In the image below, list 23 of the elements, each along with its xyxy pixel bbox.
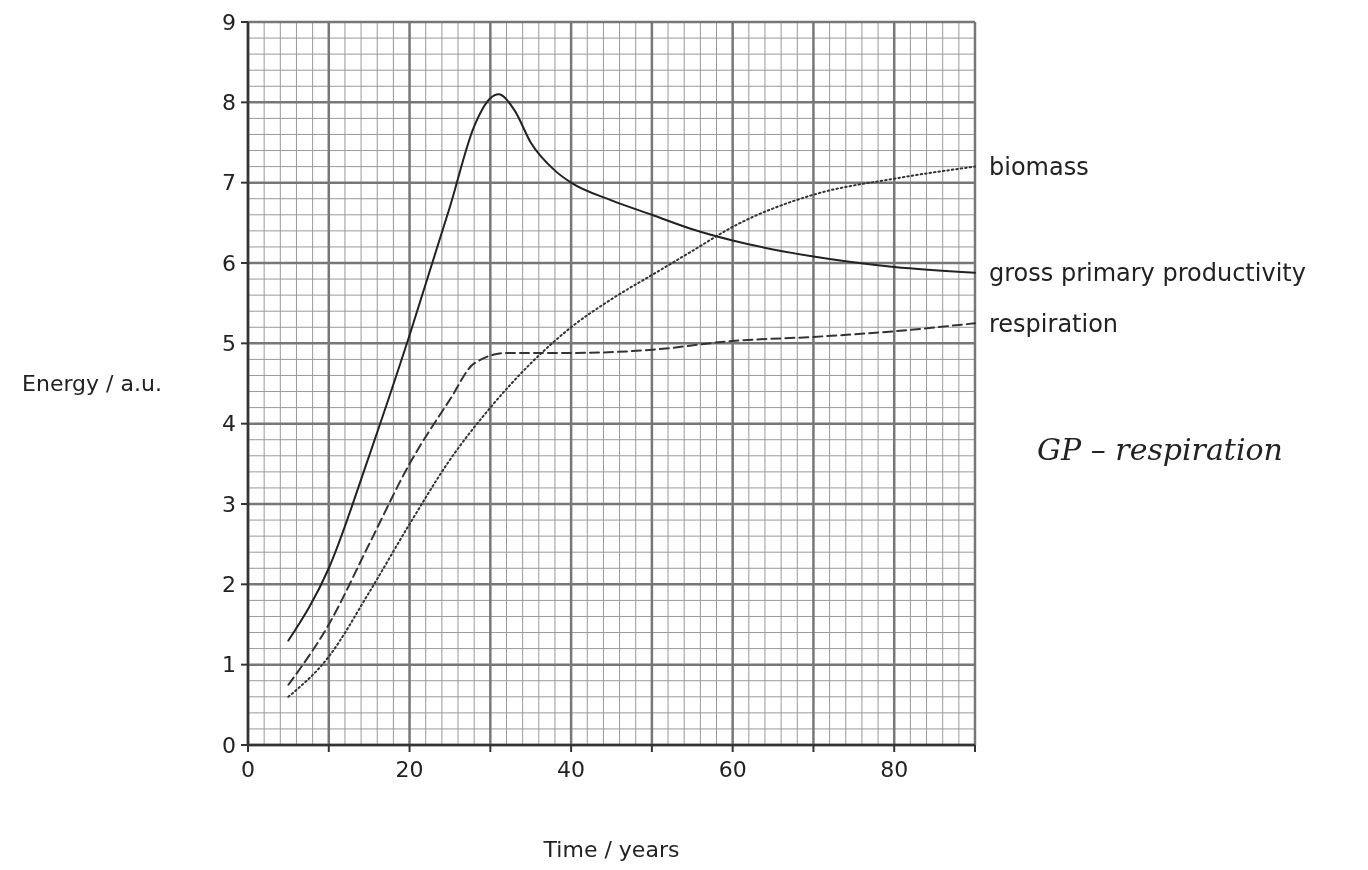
- series-label: biomass: [989, 153, 1089, 181]
- x-tick-label: 40: [557, 757, 586, 782]
- x-tick-label: 60: [718, 757, 747, 782]
- x-tick-label: 80: [880, 757, 909, 782]
- x-tick-label: 20: [395, 757, 424, 782]
- y-axis-title: Energy / a.u.: [22, 371, 162, 397]
- y-tick-label: 0: [222, 732, 236, 758]
- y-tick-label: 7: [222, 170, 236, 196]
- line-series: [287, 165, 976, 698]
- line-series: [287, 93, 976, 642]
- series-label: respiration: [989, 309, 1119, 338]
- y-tick-label: 6: [222, 250, 236, 276]
- x-axis-title: Time / years: [542, 837, 680, 862]
- y-tick-label: 4: [222, 411, 236, 437]
- series-label: gross primary productivity: [989, 259, 1306, 288]
- y-tick-label: 3: [222, 491, 236, 517]
- y-tick-label: 1: [222, 652, 236, 678]
- y-tick-label: 5: [222, 331, 236, 357]
- y-tick-label: 2: [222, 572, 236, 598]
- x-tick-label: 0: [241, 757, 255, 782]
- text: GP – respiration: [1037, 431, 1283, 467]
- y-tick-label: 9: [222, 9, 236, 35]
- y-tick-label: 8: [222, 90, 236, 116]
